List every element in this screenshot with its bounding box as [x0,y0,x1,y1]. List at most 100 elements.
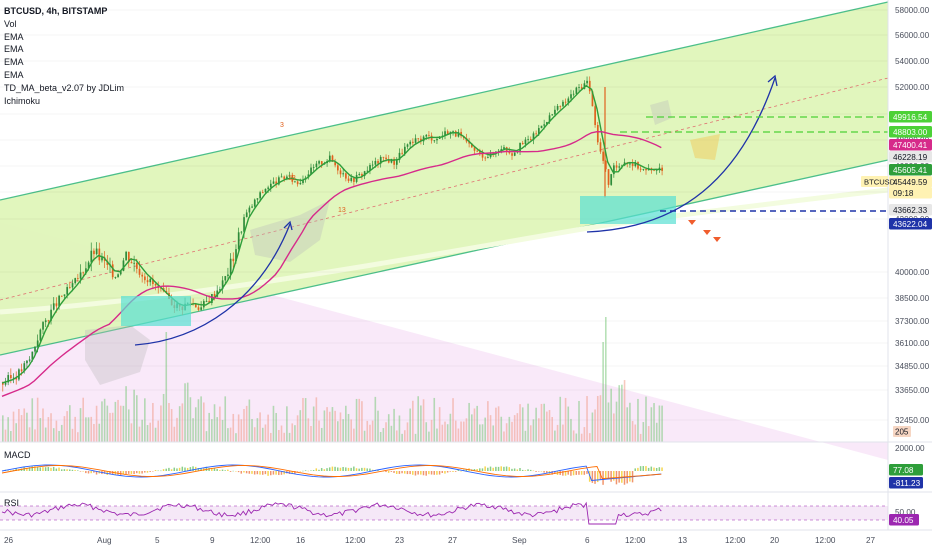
macd-histogram-bar [186,467,189,471]
volume-bar [446,424,449,442]
volume-bar [363,430,366,442]
macd-histogram-bar [318,469,320,471]
price-label-value: 09:18 [893,189,914,198]
candle [634,162,637,167]
volume-bar [7,417,9,442]
candle [334,161,337,166]
volume-bar [74,416,76,442]
macd-histogram-bar [369,468,371,471]
macd-histogram-bar [270,471,272,476]
macd-histogram-bar [259,471,261,475]
candle [39,329,42,341]
candle [361,173,363,177]
macd-histogram-bar [337,467,339,471]
volume-bar [366,420,369,442]
volume-bar [213,404,216,442]
macd-histogram-bar [60,469,63,471]
candle [125,251,127,261]
volume-bar [570,418,572,442]
macd-histogram-bar [7,470,9,472]
price-label-value: 48803.00 [893,128,928,137]
volume-bar [26,412,28,442]
arrow-head-1 [283,220,293,231]
candle [594,106,596,126]
candle [12,377,15,379]
macd-pane-label[interactable]: MACD [4,450,31,460]
volume-bar [12,411,15,442]
price-label-box [889,204,932,216]
price-tick-label: 40000.00 [895,268,930,277]
candle [66,287,69,295]
macd-histogram-bar [532,470,535,472]
candle [320,161,323,165]
macd-histogram-bar [546,471,548,474]
candle [278,177,280,185]
volume-bar [176,417,178,442]
price-label-box [889,126,932,138]
volume-bar [240,419,243,442]
candle [548,115,551,123]
macd-histogram-bar [157,470,159,472]
time-tick-label: 27 [866,536,876,545]
candle [572,93,575,95]
candle [538,128,540,135]
ema-slow-line [1,130,662,397]
macd-histogram-bar [34,466,36,471]
volume-bar [610,388,612,442]
macd-histogram-bar [658,467,661,471]
macd-histogram-bar [103,471,106,474]
candle [379,156,382,164]
candle [251,206,253,208]
volume-bar [302,397,304,442]
candle [377,160,379,164]
volume-bar [473,408,476,442]
candle [556,105,559,110]
ichimoku-cloud [250,200,330,262]
candle [661,167,663,171]
volume-bar [192,418,194,442]
macd-histogram-bar [93,471,95,473]
rsi-pane-label[interactable]: RSI [4,498,20,508]
candle [50,309,52,321]
volume-bar [63,416,66,442]
candle [371,164,374,166]
macd-histogram-bar [591,471,594,483]
candle [487,157,489,158]
macd-histogram-bar [334,466,336,471]
volume-bar [540,403,543,442]
macd-histogram-bar [44,467,47,471]
candle [98,248,101,261]
candle [235,249,237,262]
volume-bar [237,414,240,442]
price-tick-label: 33650.00 [895,386,930,395]
macd-histogram-bar [412,471,414,475]
volume-bar [20,415,23,442]
macd-histogram-bar [567,471,569,475]
volume-bar [229,427,232,442]
macd-histogram-bar [479,468,481,471]
volume-bar [457,428,460,442]
volume-bar [267,414,269,442]
candle [310,167,312,175]
macd-histogram-bar [315,468,318,471]
macd-histogram-bar [130,471,133,474]
symbol-badge: BTCUSD [864,178,896,187]
macd-histogram-bar [237,471,240,473]
macd-histogram-bar [144,471,146,473]
volume-bar [382,428,385,442]
price-label-value: 43662.33 [893,206,928,215]
volume-bar [398,415,401,442]
channel-upper-line [0,1,889,201]
candle [283,176,286,180]
glow-ma-line [0,187,889,315]
rsi-value-box [889,514,919,526]
volume-bar [157,420,160,442]
macd-histogram-bar [245,471,248,474]
volume-bar [224,396,227,442]
candle [369,165,371,171]
price-tick-label: 56000.00 [895,31,930,40]
candle [642,168,645,170]
volume-bar [395,430,398,442]
